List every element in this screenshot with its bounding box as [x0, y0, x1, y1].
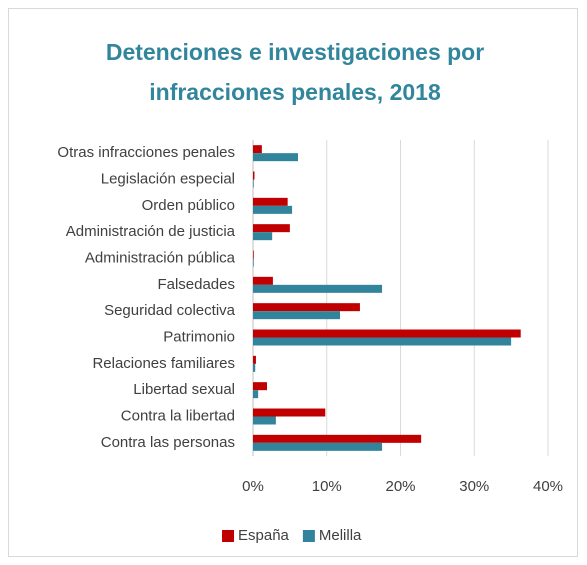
bar — [253, 153, 298, 162]
bar — [253, 329, 521, 338]
legend-label: España — [238, 527, 290, 544]
y-tick-label: Orden público — [142, 197, 235, 214]
bar — [253, 276, 273, 285]
bar — [253, 355, 256, 364]
bar — [253, 337, 512, 346]
x-tick-label: 0% — [242, 478, 264, 495]
bar — [253, 250, 254, 259]
bar — [253, 224, 290, 233]
y-tick-label: Legislación especial — [101, 170, 235, 187]
bar — [253, 390, 259, 399]
legend-label: Melilla — [319, 527, 362, 544]
bar — [253, 442, 383, 451]
chart-title: Detenciones e investigaciones por infrac… — [105, 39, 485, 105]
bar — [253, 258, 254, 267]
bar — [253, 171, 255, 180]
bar — [253, 145, 262, 154]
x-tick-label: 20% — [385, 478, 415, 495]
bar — [253, 197, 288, 206]
bar — [253, 311, 341, 320]
y-tick-label: Patrimonio — [163, 328, 235, 345]
y-tick-label: Otras infracciones penales — [57, 144, 235, 161]
bar — [253, 205, 293, 214]
y-tick-label: Relaciones familiares — [92, 355, 235, 372]
x-tick-label: 40% — [533, 478, 563, 495]
x-tick-label: 10% — [312, 478, 342, 495]
bar — [253, 363, 256, 372]
x-tick-label: 30% — [459, 478, 489, 495]
bar — [253, 416, 276, 425]
y-tick-label: Contra la libertad — [121, 407, 235, 424]
y-tick-label: Administración pública — [85, 249, 236, 266]
y-tick-label: Libertad sexual — [133, 381, 235, 398]
bar — [253, 284, 383, 293]
bar — [253, 179, 254, 188]
legend-swatch — [302, 530, 315, 542]
y-tick-label: Falsedades — [157, 276, 235, 293]
bar — [253, 434, 422, 443]
y-tick-label: Administración de justicia — [66, 223, 236, 240]
legend-swatch — [222, 530, 234, 542]
bar — [253, 408, 326, 417]
bar — [253, 303, 360, 312]
y-tick-label: Contra las personas — [101, 434, 235, 451]
bar — [253, 232, 273, 241]
y-tick-label: Seguridad colectiva — [104, 302, 236, 319]
bar — [253, 382, 268, 391]
chart-frame — [8, 8, 578, 557]
